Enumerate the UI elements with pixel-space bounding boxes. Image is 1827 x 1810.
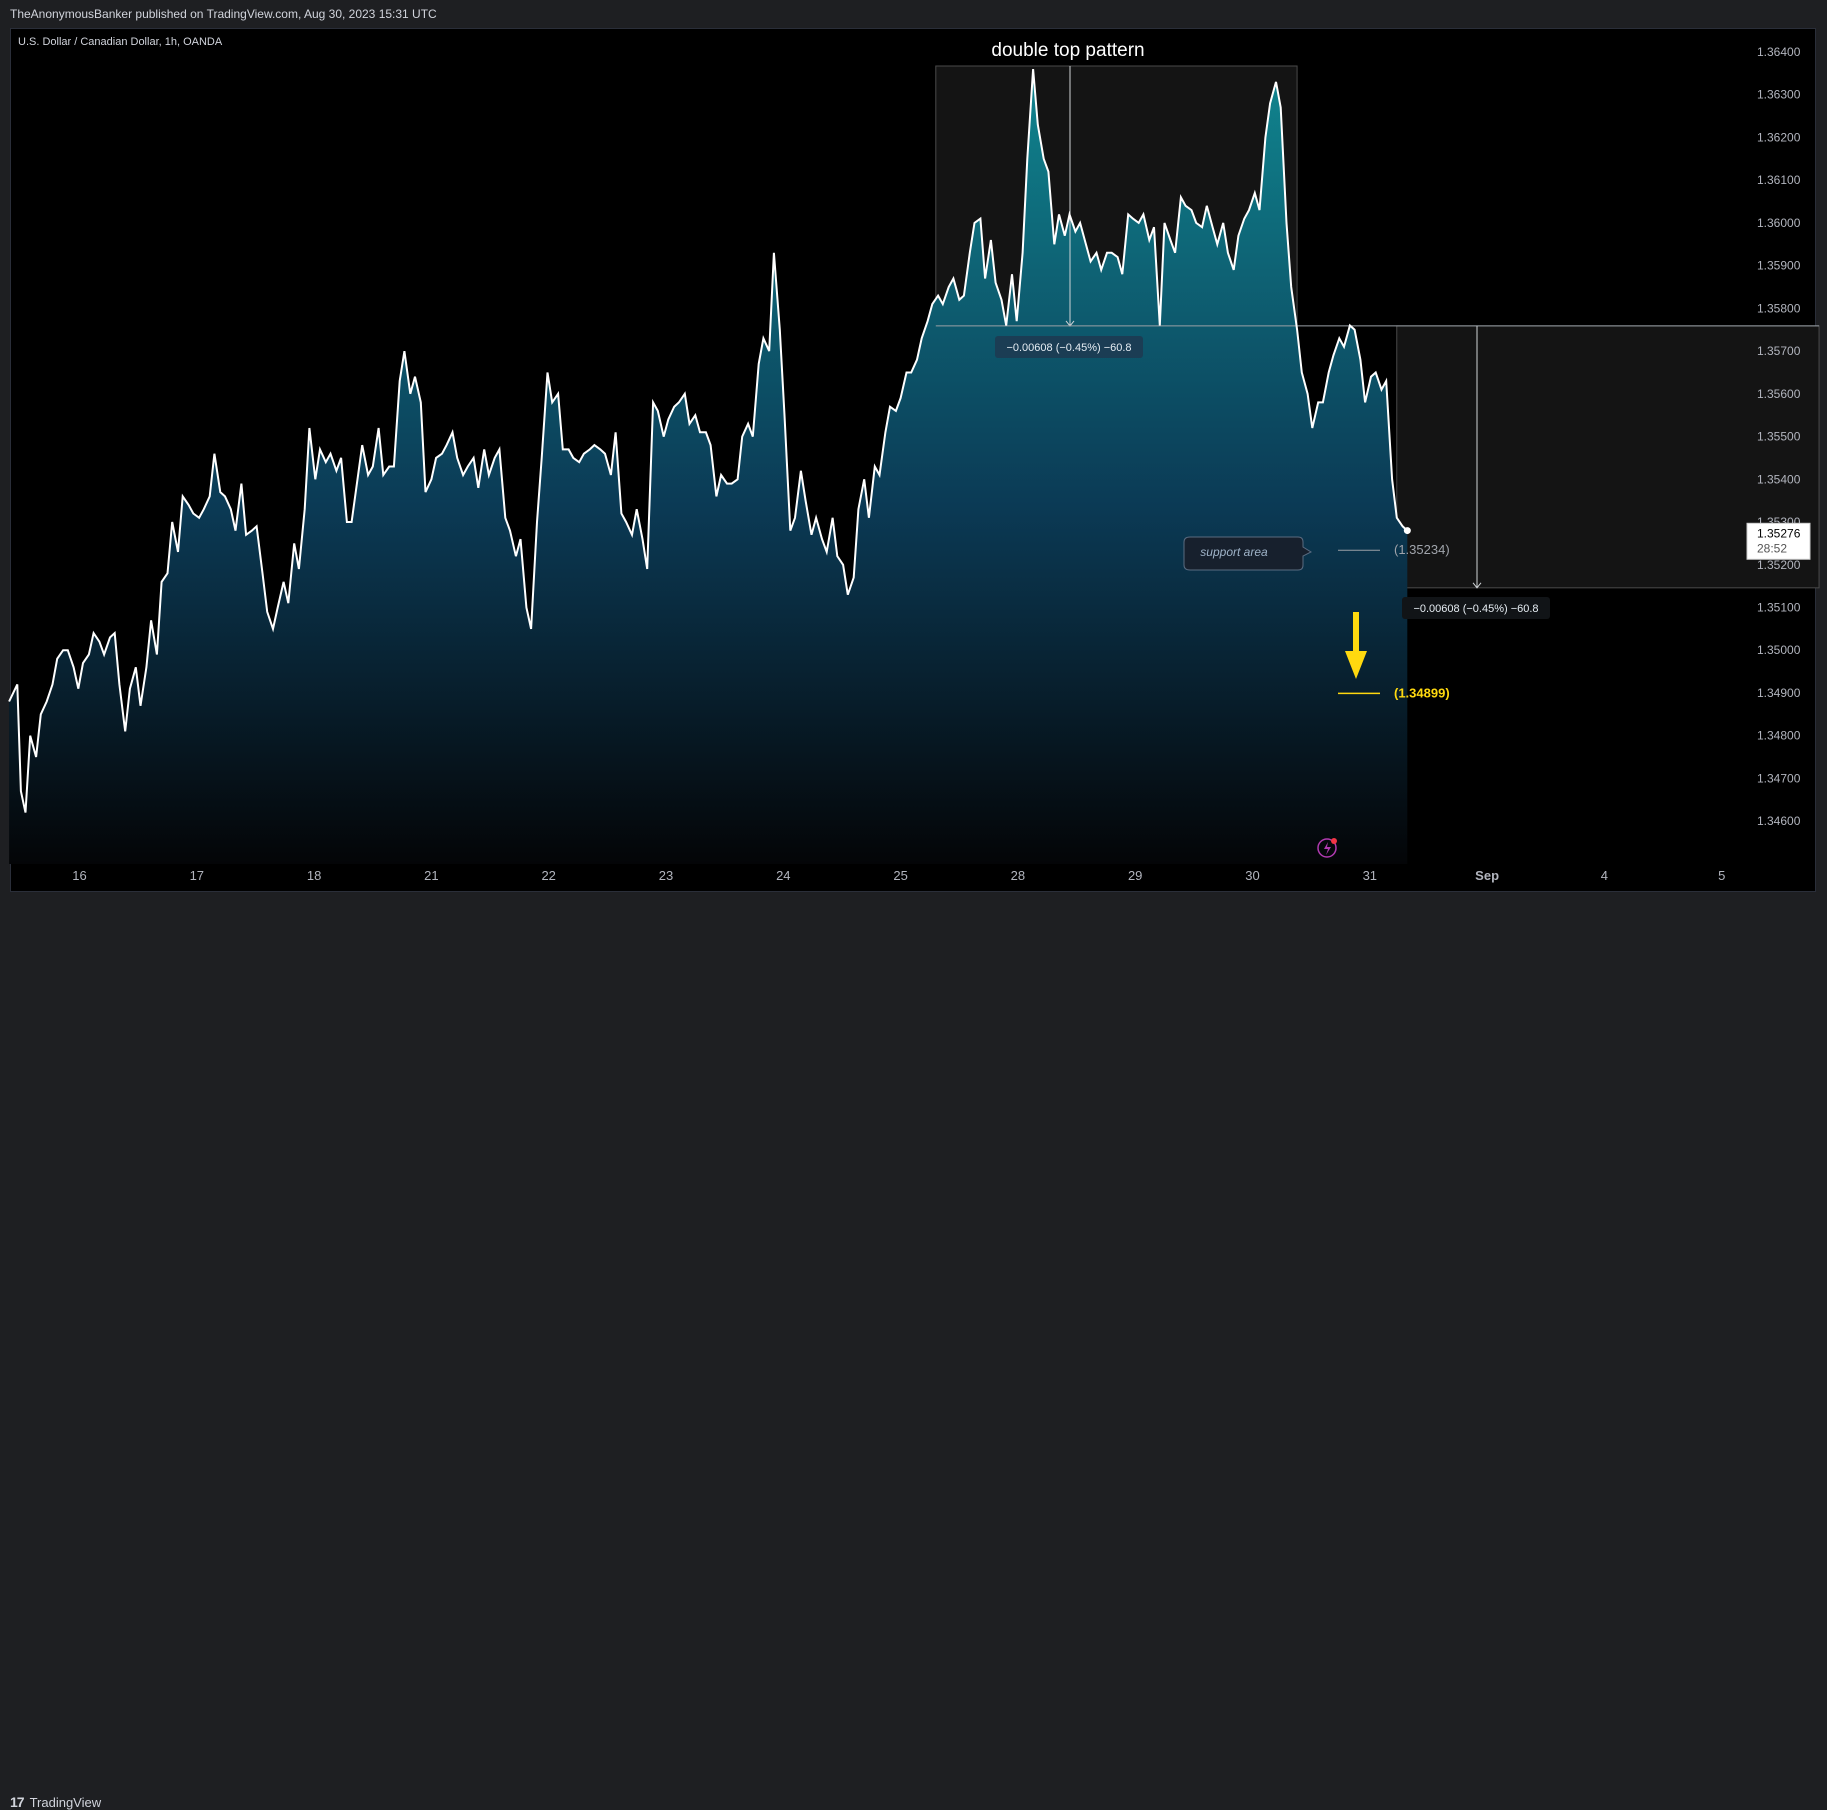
y-tick-label: 1.34900: [1757, 686, 1801, 700]
x-tick-label: 23: [659, 868, 673, 883]
y-tick-label: 1.35900: [1757, 259, 1801, 273]
x-tick-label: Sep: [1475, 868, 1499, 883]
x-tick-label: 24: [776, 868, 790, 883]
publisher-line: TheAnonymousBanker published on TradingV…: [10, 7, 437, 21]
x-tick-label: 30: [1245, 868, 1259, 883]
alert-bolt-glyph: [1324, 842, 1331, 855]
published-header: TheAnonymousBanker published on TradingV…: [0, 0, 1827, 28]
y-tick-label: 1.34700: [1757, 771, 1801, 785]
chart-title: double top pattern: [991, 40, 1144, 61]
y-tick-label: 1.35000: [1757, 643, 1801, 657]
alert-bolt-icon[interactable]: [1317, 838, 1337, 858]
y-tick-label: 1.36200: [1757, 130, 1801, 144]
y-tick-label: 1.36100: [1757, 173, 1801, 187]
x-tick-label: 25: [893, 868, 907, 883]
last-price-box: [1746, 522, 1811, 560]
price-chart[interactable]: U.S. Dollar / Canadian Dollar, 1h, OANDA…: [0, 0, 1827, 928]
tradingview-logo[interactable]: 17 TradingView: [10, 1794, 101, 1810]
y-tick-label: 1.35700: [1757, 344, 1801, 358]
x-tick-label: 18: [307, 868, 321, 883]
y-tick-label: 1.35400: [1757, 472, 1801, 486]
tv-logo-icon: 17: [10, 1794, 25, 1810]
measure-label-bottom-bg: [1402, 597, 1550, 619]
alert-badge-dot: [1331, 838, 1337, 844]
bar-countdown: 28:52: [1757, 541, 1787, 555]
y-tick-label: 1.35600: [1757, 387, 1801, 401]
x-tick-label: 21: [424, 868, 438, 883]
last-point-dot: [1403, 527, 1411, 535]
y-tick-label: 1.36400: [1757, 45, 1801, 59]
x-tick-label: 17: [190, 868, 204, 883]
y-tick-label: 1.34800: [1757, 729, 1801, 743]
x-tick-label: 31: [1363, 868, 1377, 883]
support-area-label: support area: [1200, 545, 1268, 559]
x-tick-label: 22: [541, 868, 555, 883]
x-tick-label: 28: [1011, 868, 1025, 883]
down-arrow-icon: [1345, 612, 1367, 679]
x-tick-label: 29: [1128, 868, 1142, 883]
y-tick-label: 1.36000: [1757, 216, 1801, 230]
y-tick-label: 1.34600: [1757, 814, 1801, 828]
price-area-fill: [9, 69, 1408, 865]
support-level-label: (1.35234): [1394, 542, 1450, 557]
x-tick-label: 16: [72, 868, 86, 883]
measure-label-top: −0.00608 (−0.45%) −60.8: [1006, 342, 1131, 354]
footer-bar: 17 TradingView: [0, 892, 1827, 1810]
target-level-label: (1.34899): [1394, 685, 1450, 700]
x-tick-label: 5: [1718, 868, 1725, 883]
support-area-callout[interactable]: [1183, 536, 1313, 571]
y-tick-label: 1.35100: [1757, 600, 1801, 614]
y-tick-label: 1.35500: [1757, 430, 1801, 444]
measure-label-bottom: −0.00608 (−0.45%) −60.8: [1413, 603, 1538, 615]
brand-name: TradingView: [29, 1794, 102, 1810]
measure-arrowhead-bottom: [1472, 582, 1482, 589]
symbol-label: U.S. Dollar / Canadian Dollar, 1h, OANDA: [18, 36, 223, 48]
x-tick-label: 4: [1601, 868, 1608, 883]
y-tick-label: 1.36300: [1757, 88, 1801, 102]
price-line: [8, 69, 1408, 813]
y-tick-label: 1.35200: [1757, 558, 1801, 572]
last-price-label: 1.35276: [1757, 526, 1801, 540]
y-tick-label: 1.35800: [1757, 301, 1801, 315]
measure-label-top-bg: [995, 336, 1143, 358]
